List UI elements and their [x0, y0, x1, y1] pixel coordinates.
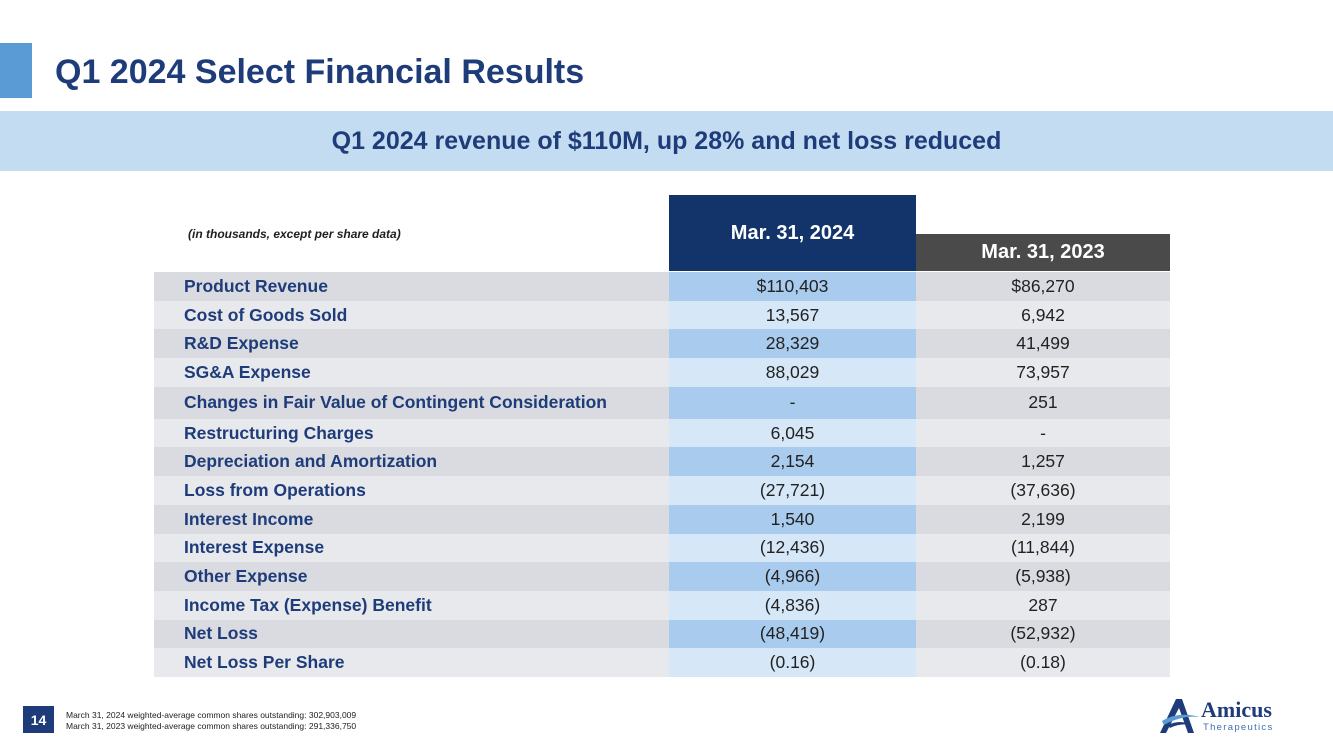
table-row: Income Tax (Expense) Benefit (4,836) 287 — [154, 590, 1170, 620]
title-accent-bar — [0, 43, 32, 98]
headline-banner: Q1 2024 revenue of $110M, up 28% and net… — [0, 111, 1333, 171]
value-2024: (12,436) — [669, 533, 916, 563]
value-2023: 2,199 — [916, 504, 1170, 534]
headline-text: Q1 2024 revenue of $110M, up 28% and net… — [331, 126, 1002, 155]
page-title: Q1 2024 Select Financial Results — [55, 53, 585, 91]
value-2023: 251 — [916, 386, 1170, 419]
value-2024: (0.16) — [669, 648, 916, 677]
value-2024: 13,567 — [669, 300, 916, 330]
company-logo: Amicus Therapeutics — [1158, 695, 1288, 737]
row-label: Income Tax (Expense) Benefit — [154, 590, 669, 620]
page-number: 14 — [23, 706, 54, 733]
value-2024: (27,721) — [669, 476, 916, 505]
row-label: Product Revenue — [154, 272, 669, 301]
table-row: Product Revenue $110,403 $86,270 — [154, 272, 1170, 301]
value-2024: (4,966) — [669, 562, 916, 591]
value-2024: (4,836) — [669, 590, 916, 620]
table-row: Interest Income 1,540 2,199 — [154, 504, 1170, 534]
value-2023: 41,499 — [916, 329, 1170, 359]
table-row: Depreciation and Amortization 2,154 1,25… — [154, 447, 1170, 477]
row-label: Depreciation and Amortization — [154, 447, 669, 477]
row-label: Other Expense — [154, 562, 669, 591]
row-label: Cost of Goods Sold — [154, 300, 669, 330]
value-2023: (11,844) — [916, 533, 1170, 563]
value-2024: 1,540 — [669, 504, 916, 534]
value-2024: (48,419) — [669, 619, 916, 649]
amicus-logo-icon — [1160, 699, 1200, 733]
footnotes: March 31, 2024 weighted-average common s… — [66, 710, 356, 732]
table-row: Changes in Fair Value of Contingent Cons… — [154, 386, 1170, 419]
table-row: Restructuring Charges 6,045 - — [154, 418, 1170, 448]
row-label: Net Loss Per Share — [154, 648, 669, 677]
value-2024: 28,329 — [669, 329, 916, 359]
table-row: Loss from Operations (27,721) (37,636) — [154, 476, 1170, 505]
footnote-line: March 31, 2023 weighted-average common s… — [66, 721, 357, 731]
financial-results-table: Product Revenue $110,403 $86,270 Cost of… — [154, 272, 1170, 677]
row-label: Net Loss — [154, 619, 669, 649]
table-row: Net Loss (48,419) (52,932) — [154, 619, 1170, 649]
table-row: SG&A Expense 88,029 73,957 — [154, 358, 1170, 387]
value-2023: - — [916, 418, 1170, 448]
row-label: Interest Expense — [154, 533, 669, 563]
value-2023: (0.18) — [916, 648, 1170, 677]
value-2023: (5,938) — [916, 562, 1170, 591]
column-header-2023: Mar. 31, 2023 — [916, 234, 1170, 271]
value-2023: (52,932) — [916, 619, 1170, 649]
value-2023: (37,636) — [916, 476, 1170, 505]
value-2023: 73,957 — [916, 358, 1170, 387]
row-label: Restructuring Charges — [154, 418, 669, 448]
row-label: R&D Expense — [154, 329, 669, 359]
column-header-2024: Mar. 31, 2024 — [669, 195, 916, 271]
value-2024: 6,045 — [669, 418, 916, 448]
table-row: Net Loss Per Share (0.16) (0.18) — [154, 648, 1170, 677]
value-2024: - — [669, 386, 916, 419]
row-label: Interest Income — [154, 504, 669, 534]
row-label: Loss from Operations — [154, 476, 669, 505]
table-row: Cost of Goods Sold 13,567 6,942 — [154, 300, 1170, 330]
value-2023: 1,257 — [916, 447, 1170, 477]
logo-tagline: Therapeutics — [1203, 722, 1274, 733]
value-2024: 88,029 — [669, 358, 916, 387]
value-2023: $86,270 — [916, 272, 1170, 301]
footnote-line: March 31, 2024 weighted-average common s… — [66, 710, 357, 720]
row-label: Changes in Fair Value of Contingent Cons… — [154, 386, 669, 419]
table-row: Interest Expense (12,436) (11,844) — [154, 533, 1170, 563]
table-row: Other Expense (4,966) (5,938) — [154, 562, 1170, 591]
value-2024: 2,154 — [669, 447, 916, 477]
value-2023: 287 — [916, 590, 1170, 620]
table-row: R&D Expense 28,329 41,499 — [154, 329, 1170, 359]
value-2023: 6,942 — [916, 300, 1170, 330]
value-2024: $110,403 — [669, 272, 916, 301]
logo-name: Amicus — [1201, 697, 1272, 722]
row-label: SG&A Expense — [154, 358, 669, 387]
units-note: (in thousands, except per share data) — [188, 227, 401, 241]
